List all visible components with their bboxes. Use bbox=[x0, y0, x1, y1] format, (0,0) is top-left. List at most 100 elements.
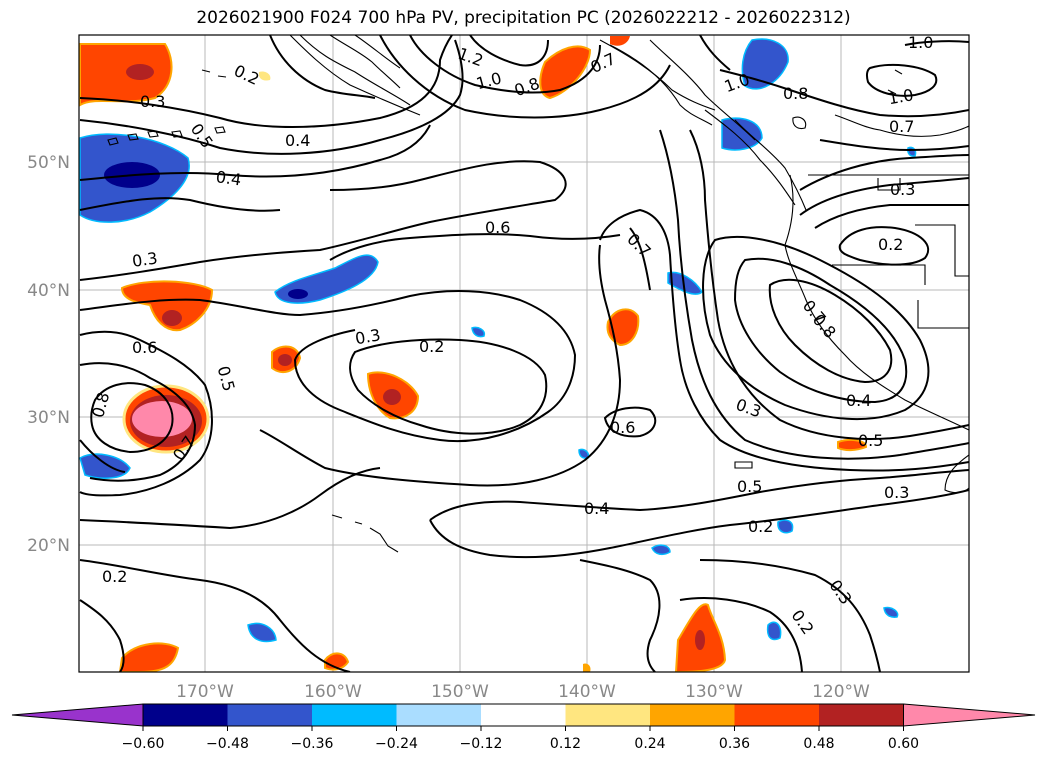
pv-contour bbox=[814, 203, 969, 229]
contour-label: 0.3 bbox=[140, 92, 165, 111]
colorbar-swatch bbox=[819, 704, 904, 726]
contour-label: 0.2 bbox=[748, 517, 773, 536]
coastlines bbox=[107, 35, 969, 553]
colorbar-extend-min bbox=[11, 703, 144, 727]
pv-contour bbox=[79, 124, 431, 181]
contour-label: 0.4 bbox=[285, 131, 310, 150]
map-area bbox=[79, 35, 969, 672]
precip-positive-patches bbox=[79, 36, 868, 672]
pv-contour bbox=[579, 559, 661, 672]
contour-label: 0.3 bbox=[884, 483, 909, 502]
contour-label: 0.3 bbox=[890, 180, 915, 199]
pv-contour bbox=[865, 63, 938, 97]
pv-contour bbox=[702, 235, 930, 421]
pv-contour bbox=[429, 489, 969, 559]
precip-red-patch bbox=[610, 36, 630, 46]
precip-blue-patch bbox=[741, 38, 789, 90]
longitude-labels: 170°W 160°W 150°W 140°W 130°W 120°W bbox=[176, 682, 870, 702]
pv-contour bbox=[79, 439, 126, 473]
contour-label: 0.8 bbox=[783, 84, 808, 103]
precip-red-patch bbox=[837, 438, 868, 452]
precip-pink-patch bbox=[132, 401, 192, 437]
precip-darkred-patch bbox=[695, 630, 705, 650]
contour-label: 0.2 bbox=[878, 235, 903, 254]
pv-contour bbox=[259, 244, 622, 487]
pv-contour bbox=[603, 406, 657, 438]
colorbar-swatch bbox=[227, 704, 313, 726]
contour-label: 0.4 bbox=[846, 391, 871, 410]
contour-label: 0.6 bbox=[132, 338, 157, 357]
pv-contour bbox=[904, 40, 969, 46]
pv-contour bbox=[79, 35, 453, 128]
precip-blue-patch bbox=[766, 621, 782, 641]
pv-contour bbox=[349, 338, 548, 435]
pv-contour bbox=[329, 233, 621, 261]
pv-contours bbox=[79, 35, 969, 672]
precip-negative-patches bbox=[79, 38, 917, 643]
pv-contour bbox=[79, 160, 567, 281]
precip-darkred-patch bbox=[126, 64, 154, 80]
pv-contour bbox=[79, 330, 213, 497]
colorbar-tick-label: −0.48 bbox=[206, 736, 249, 752]
precip-yellow-patch bbox=[583, 663, 591, 672]
lon-label: 140°W bbox=[558, 682, 616, 702]
pv-contour bbox=[699, 35, 731, 71]
colorbar-tick-label: 0.24 bbox=[634, 736, 665, 752]
contour-label: 1.0 bbox=[908, 33, 933, 52]
pv-contour bbox=[90, 382, 174, 454]
colorbar: −0.60 −0.48 −0.36 −0.24 −0.12 0.12 0.24 0.36 0.4… bbox=[11, 703, 1036, 752]
contour-label: 0.4 bbox=[215, 167, 243, 189]
lat-label: 30°N bbox=[27, 408, 70, 428]
pv-contour bbox=[719, 69, 969, 118]
colorbar-extend-max bbox=[903, 703, 1036, 727]
map-border bbox=[78, 34, 970, 673]
pv-contour bbox=[838, 226, 930, 266]
precip-darkred-patch bbox=[278, 354, 292, 366]
pv-contour bbox=[659, 129, 969, 460]
precip-blue-patch bbox=[777, 519, 794, 534]
pv-contour bbox=[733, 257, 908, 404]
colorbar-tick-label: 0.60 bbox=[888, 736, 919, 752]
pv-contour bbox=[79, 197, 281, 212]
contour-label: 0.5 bbox=[858, 431, 883, 450]
precip-blue-patch bbox=[471, 326, 486, 338]
contour-label: 0.4 bbox=[584, 499, 609, 518]
pv-contour bbox=[79, 559, 351, 672]
colorbar-swatch bbox=[481, 704, 566, 726]
latitude-labels: 50°N 40°N 30°N 20°N bbox=[27, 153, 70, 556]
pv-contour bbox=[79, 362, 197, 482]
lon-label: 130°W bbox=[685, 682, 743, 702]
pv-contour bbox=[79, 39, 464, 155]
colorbar-swatch bbox=[396, 704, 482, 726]
lon-label: 150°W bbox=[431, 682, 489, 702]
lon-label: 170°W bbox=[176, 682, 234, 702]
pv-contour bbox=[469, 35, 549, 67]
contour-label: 0.6 bbox=[485, 218, 510, 237]
colorbar-swatch bbox=[650, 704, 735, 726]
contour-label: 0.5 bbox=[737, 477, 762, 496]
precip-blue-patch bbox=[667, 271, 703, 295]
pv-contour bbox=[689, 129, 969, 440]
colorbar-tick-label: 0.12 bbox=[550, 736, 581, 752]
lon-label: 160°W bbox=[304, 682, 362, 702]
colorbar-swatch bbox=[143, 704, 228, 726]
colorbar-tick-label: −0.12 bbox=[460, 736, 503, 752]
lat-label: 40°N bbox=[27, 281, 70, 301]
precip-blue-patch bbox=[651, 544, 671, 556]
pv-contour bbox=[409, 35, 601, 94]
pv-contour bbox=[629, 227, 651, 291]
pv-contour bbox=[269, 35, 376, 99]
colorbar-tick-label: 0.36 bbox=[719, 736, 750, 752]
contour-label: 0.6 bbox=[610, 418, 635, 437]
precip-blue-patch bbox=[721, 117, 763, 151]
contour-label: 1.0 bbox=[887, 85, 915, 108]
map-title: 2026021900 F024 700 hPa PV, precipitatio… bbox=[196, 8, 851, 28]
lat-label: 20°N bbox=[27, 536, 70, 556]
colorbar-tick-label: −0.60 bbox=[122, 736, 165, 752]
precip-blue-patch bbox=[79, 453, 131, 479]
precip-darkred-patch bbox=[383, 389, 401, 405]
pv-contour bbox=[429, 469, 969, 521]
colorbar-swatch bbox=[565, 704, 651, 726]
precip-blue-patch bbox=[907, 146, 917, 157]
